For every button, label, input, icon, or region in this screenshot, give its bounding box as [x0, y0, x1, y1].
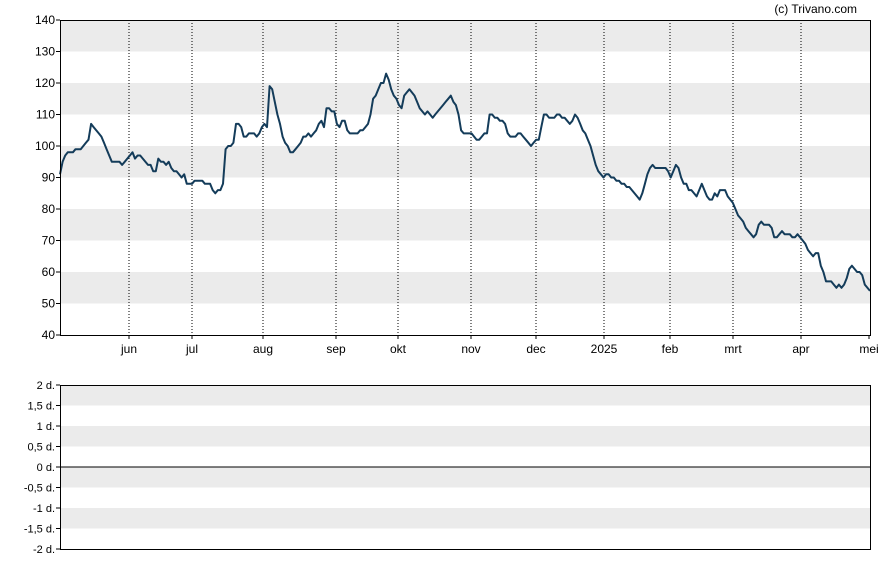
main-band [60, 83, 870, 115]
x-tick-label: jun [120, 342, 137, 356]
main-band [60, 146, 870, 178]
volume-y-tick-label: 0 d. [37, 462, 55, 474]
volume-plot-backgrounds [60, 385, 870, 549]
x-tick-label: aug [253, 342, 273, 356]
price-line-group [59, 72, 871, 292]
y-tick-label: 80 [42, 202, 56, 216]
y-tick-label: 140 [35, 13, 55, 27]
x-tick-label: mrt [724, 342, 742, 356]
y-tick-label: 50 [42, 297, 56, 311]
main-band [60, 209, 870, 241]
volume-y-tick-label: 1 d. [37, 421, 55, 433]
main-band [60, 20, 870, 52]
y-tick-label: 90 [42, 171, 56, 185]
main-plot-frame [60, 20, 871, 336]
volume-band [60, 426, 870, 447]
volume-band [60, 405, 870, 426]
x-tick-label: okt [390, 342, 407, 356]
y-tick-label: 110 [36, 108, 55, 122]
volume-band [60, 508, 870, 529]
y-tick-label: 40 [42, 328, 56, 342]
main-band [60, 51, 870, 83]
x-tick-label: dec [526, 342, 545, 356]
volume-band [60, 467, 870, 488]
volume-y-tick-label: -1 d. [33, 503, 55, 515]
main-y-ticks: 40 50 60 70 80 90 100 110 120 130 140 [35, 13, 60, 342]
x-tick-label: 2025 [591, 342, 618, 356]
main-band [60, 114, 870, 146]
volume-band [60, 487, 870, 508]
price-line [59, 72, 871, 292]
volume-y-tick-label: -2 d. [33, 544, 55, 556]
main-band [60, 177, 870, 209]
volume-y-ticks: 2 d. 1,5 d. 1 d. 0,5 d. 0 d. -0,5 d. -1 d. -1,5… [24, 380, 60, 556]
frames [60, 20, 871, 550]
volume-y-tick-label: 0,5 d. [27, 442, 55, 454]
credit-text: (c) Trivano.com [774, 2, 857, 16]
x-tick-label: jul [185, 342, 198, 356]
volume-y-tick-label: 1,5 d. [27, 401, 55, 413]
main-x-ticks: jun jul aug sep okt nov dec 2025 feb mrt apr mei [120, 335, 879, 356]
x-tick-label: apr [792, 342, 809, 356]
main-band [60, 240, 870, 272]
main-plot-backgrounds [60, 20, 870, 335]
y-tick-label: 100 [35, 139, 55, 153]
x-tick-label: feb [662, 342, 679, 356]
volume-plot-frame [60, 385, 871, 550]
x-tick-label: nov [461, 342, 480, 356]
x-tick-label: sep [326, 342, 346, 356]
main-band [60, 303, 870, 335]
main-band [60, 272, 870, 304]
volume-y-tick-label: -0,5 d. [24, 483, 55, 495]
y-tick-label: 120 [35, 76, 55, 90]
volume-band [60, 385, 870, 406]
y-tick-label: 60 [42, 265, 56, 279]
volume-band [60, 528, 870, 549]
y-tick-label: 130 [35, 45, 55, 59]
y-tick-label: 70 [42, 234, 56, 248]
volume-y-tick-label: -1,5 d. [24, 524, 55, 536]
x-tick-label: mei [859, 342, 878, 356]
volume-y-tick-label: 2 d. [37, 380, 55, 392]
volume-band [60, 446, 870, 467]
